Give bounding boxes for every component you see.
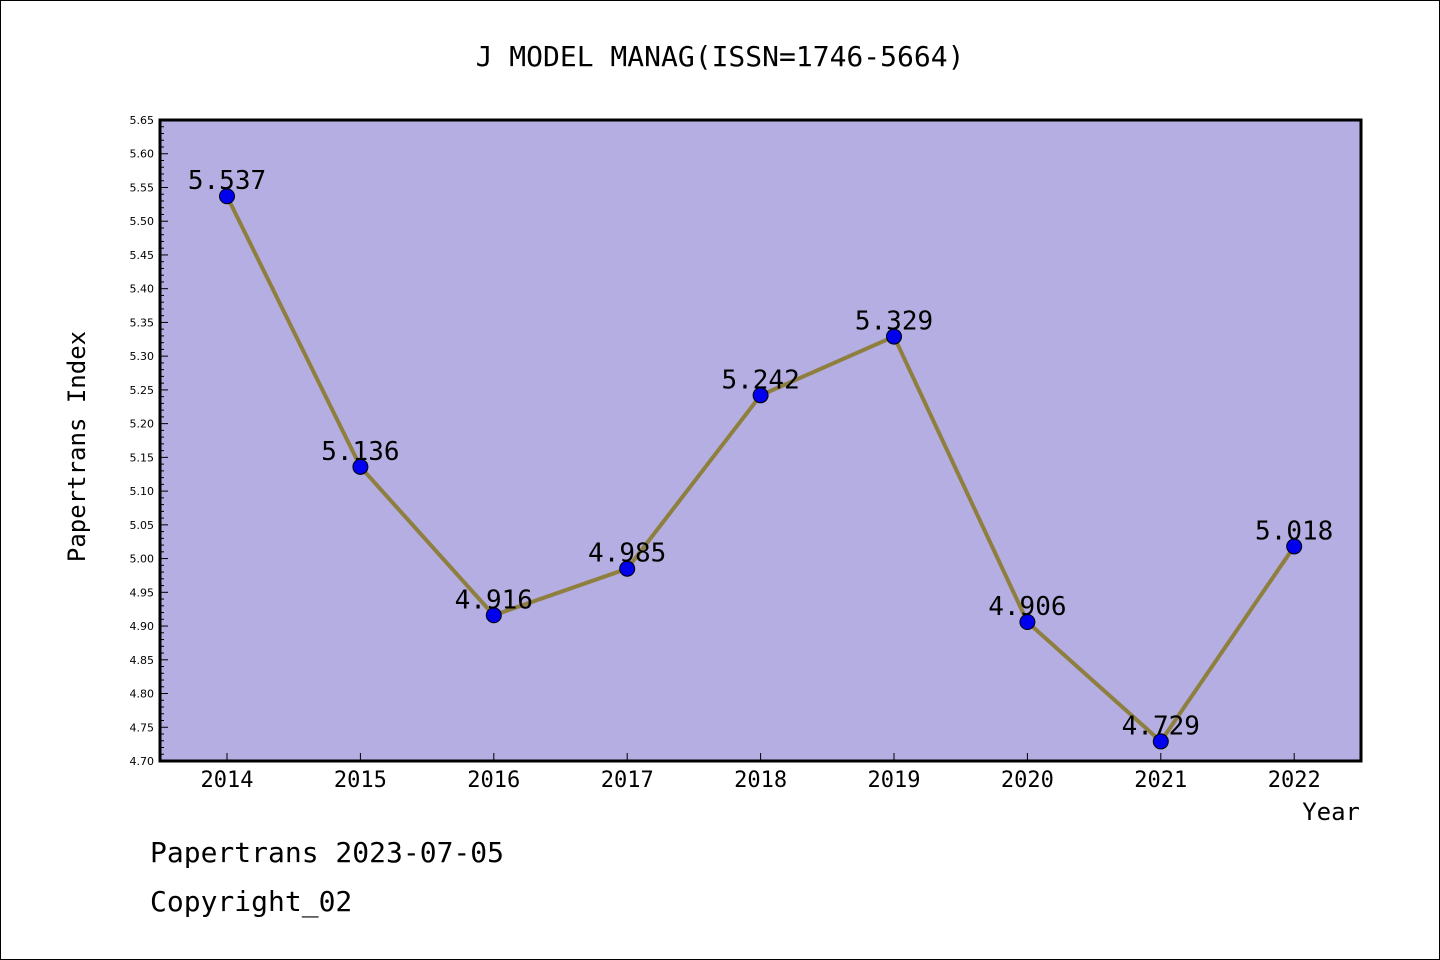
data-point-marker (352, 458, 369, 475)
y-tick-label: 5.55 (130, 181, 155, 194)
x-tick-label: 2019 (868, 768, 921, 793)
data-point-marker (1152, 733, 1169, 750)
chart-title: J MODEL MANAG(ISSN=1746-5664) (476, 40, 965, 73)
y-tick-label: 5.05 (130, 519, 155, 532)
x-tick-label: 2016 (467, 768, 520, 793)
x-axis-title: Year (1302, 798, 1360, 826)
x-tick-label: 2015 (334, 768, 387, 793)
x-tick-label: 2022 (1268, 768, 1321, 793)
footer-copyright-text: Copyright_02 (150, 885, 353, 918)
y-tick-label: 5.40 (130, 283, 155, 296)
x-tick-label: 2017 (601, 768, 654, 793)
y-tick-label: 5.60 (130, 148, 155, 161)
plot-area (158, 118, 1363, 763)
x-tick-label: 2018 (734, 768, 787, 793)
data-point-marker (1019, 614, 1036, 631)
y-tick-label: 4.95 (130, 586, 155, 599)
data-point-marker (752, 387, 769, 404)
data-label: 5.242 (721, 365, 799, 395)
y-tick-label: 5.30 (130, 350, 155, 363)
data-point-marker (219, 188, 235, 205)
y-tick-label: 5.50 (130, 215, 155, 228)
y-tick-label: 5.45 (130, 249, 155, 262)
y-tick-label: 4.85 (130, 654, 155, 667)
y-tick-label: 5.15 (130, 451, 155, 464)
y-tick-label: 4.75 (130, 721, 155, 734)
data-label: 4.729 (1122, 711, 1200, 741)
x-axis: 2014 2015 2016 2017 2018 2019 2020 2021 2022 (201, 753, 1321, 793)
y-axis: 4.70 4.75 4.80 4.85 4.90 4.95 5.00 5.05 5.10 5.15… (130, 114, 168, 768)
data-label: 5.537 (188, 166, 266, 196)
data-labels: 5.537 5.136 4.916 4.985 5.242 5.329 4.906 4.729… (188, 166, 1333, 741)
y-tick-label: 5.00 (130, 553, 155, 566)
y-tick-label: 4.70 (130, 755, 155, 768)
data-label: 4.906 (988, 592, 1066, 622)
data-label: 5.018 (1255, 516, 1333, 546)
data-label: 5.329 (855, 307, 933, 337)
y-tick-label: 4.80 (130, 688, 155, 701)
data-point-marker (886, 328, 902, 345)
y-tick-label: 5.65 (130, 114, 155, 127)
data-point-marker (619, 560, 636, 577)
footer-date-text: Papertrans 2023-07-05 (150, 836, 505, 869)
y-tick-label: 4.90 (130, 620, 155, 633)
x-tick-label: 2014 (201, 768, 254, 793)
y-axis-title: Papertrans Index (63, 331, 91, 562)
y-tick-label: 5.25 (130, 384, 155, 397)
y-tick-label: 5.10 (130, 485, 155, 498)
y-tick-label: 5.20 (130, 418, 155, 431)
x-tick-label: 2020 (1001, 768, 1054, 793)
data-label: 4.985 (588, 539, 666, 569)
data-point-marker (1286, 538, 1303, 555)
series-line-group (219, 188, 1303, 750)
data-label: 4.916 (455, 585, 533, 615)
data-point-marker (485, 607, 502, 624)
y-tick-label: 5.35 (130, 316, 155, 329)
x-tick-label: 2021 (1134, 768, 1187, 793)
data-label: 5.136 (321, 437, 399, 467)
